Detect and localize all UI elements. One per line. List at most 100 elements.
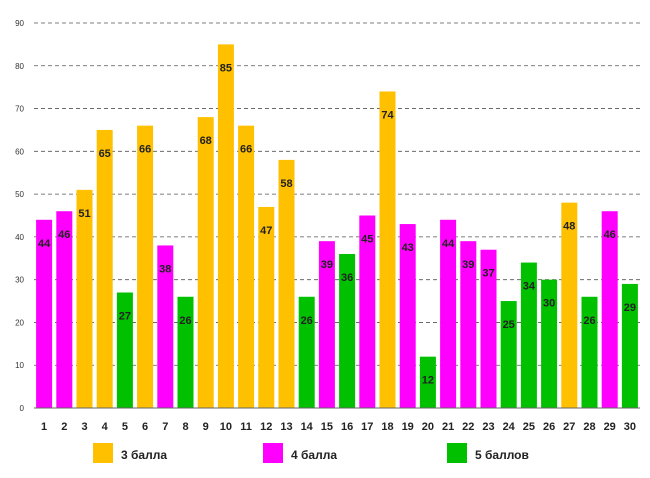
grid-lines (34, 22, 640, 366)
legend-swatch (263, 443, 283, 463)
bar-value-label: 68 (200, 135, 212, 147)
x-tick-label: 19 (402, 421, 414, 433)
y-tick-label: 30 (15, 276, 24, 285)
bar (419, 356, 436, 408)
bar-value-label: 26 (179, 315, 191, 327)
bar (217, 44, 234, 409)
bar-value-label: 34 (523, 281, 536, 293)
x-tick-label: 2 (61, 421, 67, 433)
bar-value-label: 26 (583, 315, 595, 327)
x-tick-label: 27 (563, 421, 575, 433)
legend-label: 3 балла (121, 448, 167, 462)
bar (137, 125, 154, 409)
bar (440, 219, 457, 408)
bar-value-label: 58 (280, 178, 292, 190)
bar (76, 189, 93, 408)
x-tick-label: 5 (122, 421, 128, 433)
x-tick-label: 1 (41, 421, 47, 433)
x-tick-label: 4 (102, 421, 109, 433)
value-labels: 44 46 51 65 27 66 38 26 68 85 66 47 58 26 39 36 45 74 43 12… (38, 62, 636, 386)
bar (318, 241, 335, 408)
bar-value-label: 85 (220, 62, 232, 74)
x-tick-label: 16 (341, 421, 353, 433)
y-tick-label: 10 (15, 361, 24, 370)
bar (581, 296, 598, 408)
bar-value-label: 36 (341, 272, 353, 284)
bar-value-label: 26 (301, 315, 313, 327)
bar (359, 215, 376, 408)
x-tick-label: 15 (321, 421, 333, 433)
x-tick-label: 29 (604, 421, 616, 433)
x-tick-label: 26 (543, 421, 555, 433)
bar (541, 279, 558, 408)
x-tick-label: 25 (523, 421, 535, 433)
bar-value-label: 27 (119, 311, 131, 323)
x-tick-label: 20 (422, 421, 434, 433)
bar (96, 129, 113, 408)
bar-value-label: 65 (99, 148, 111, 160)
x-tick-label: 12 (260, 421, 272, 433)
bar (621, 283, 638, 408)
x-tick-label: 11 (240, 421, 252, 433)
bar (561, 202, 578, 408)
bar (480, 249, 497, 408)
y-tick-label: 60 (15, 147, 24, 156)
bar (116, 292, 133, 408)
bar-value-label: 43 (402, 242, 414, 254)
bar (258, 206, 275, 408)
bar-value-label: 66 (240, 144, 252, 156)
bar-value-label: 47 (260, 225, 272, 237)
legend-swatch (447, 443, 467, 463)
x-axis-ticks: 1 2 3 4 5 6 7 8 9 10 11 12 13 14 15 16 17 18 19 20 21 22 23 24 2… (41, 421, 636, 433)
bar (157, 245, 174, 408)
bar-value-label: 38 (159, 263, 171, 275)
legend-label: 4 балла (291, 448, 337, 462)
bar-value-label: 45 (361, 234, 373, 246)
bar-value-label: 25 (503, 319, 515, 331)
bar-value-label: 48 (563, 221, 575, 233)
x-tick-label: 22 (462, 421, 474, 433)
bar (379, 91, 396, 408)
bar (36, 219, 53, 408)
y-tick-label: 80 (15, 62, 24, 71)
bar (339, 254, 356, 408)
x-tick-label: 7 (162, 421, 168, 433)
bar-value-label: 44 (442, 238, 455, 250)
x-tick-label: 9 (203, 421, 209, 433)
bar-value-label: 51 (78, 208, 90, 220)
bar-value-label: 66 (139, 144, 151, 156)
x-tick-label: 23 (482, 421, 494, 433)
legend-swatch (93, 443, 113, 463)
legend-label: 5 баллов (475, 448, 529, 462)
legend: 3 балла 4 балла 5 баллов (93, 443, 529, 463)
bar-value-label: 39 (321, 259, 333, 271)
bar-value-label: 46 (604, 229, 616, 241)
x-tick-label: 30 (624, 421, 636, 433)
bars (36, 44, 638, 409)
bar-value-label: 29 (624, 302, 636, 314)
bar-value-label: 46 (58, 229, 70, 241)
x-tick-label: 10 (220, 421, 232, 433)
bar-value-label: 12 (422, 375, 434, 387)
bar-value-label: 39 (462, 259, 474, 271)
x-tick-label: 21 (442, 421, 454, 433)
bar (460, 241, 477, 408)
y-tick-label: 0 (20, 404, 25, 413)
bar-value-label: 30 (543, 298, 555, 310)
bar-value-label: 44 (38, 238, 51, 250)
y-tick-label: 40 (15, 233, 24, 242)
bar (601, 211, 618, 408)
x-tick-label: 3 (81, 421, 87, 433)
bar (177, 296, 194, 408)
y-axis-ticks: 0 10 20 30 40 50 60 70 80 90 (15, 19, 24, 413)
y-tick-label: 20 (15, 318, 24, 327)
bar (500, 301, 517, 408)
x-tick-label: 13 (280, 421, 292, 433)
x-tick-label: 6 (142, 421, 148, 433)
x-tick-label: 24 (503, 421, 516, 433)
x-tick-label: 14 (301, 421, 314, 433)
bar (520, 262, 537, 408)
bar (278, 159, 295, 408)
y-tick-label: 70 (15, 105, 24, 114)
